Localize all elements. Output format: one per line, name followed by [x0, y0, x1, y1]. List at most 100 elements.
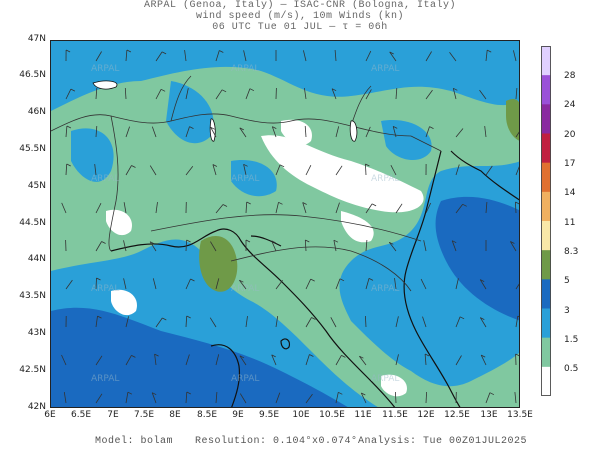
wind-barb-flag — [371, 203, 377, 207]
wind-barb — [515, 131, 519, 138]
wind-barb — [515, 316, 519, 328]
wind-barb-flag — [149, 241, 155, 245]
wind-barb — [154, 354, 157, 366]
lon-label: 11.5E — [382, 410, 408, 420]
lake-geneva — [92, 80, 118, 90]
wind-barb — [335, 165, 343, 176]
lon-label: 13E — [480, 410, 498, 420]
colorbar-label: 17 — [564, 159, 576, 169]
wind-barb — [305, 317, 312, 328]
wind-barb — [275, 202, 279, 214]
wind-barb — [365, 278, 370, 290]
colorbar-label: 20 — [564, 130, 576, 140]
wind-barb-flag — [186, 391, 191, 395]
colorbar-label: 0.5 — [564, 364, 579, 374]
wind-barb — [155, 51, 163, 62]
lat-label: 45N — [27, 181, 46, 191]
wind-barb — [239, 279, 247, 290]
wind-barb — [155, 89, 162, 100]
wind-barb — [155, 317, 163, 328]
wind-barb — [123, 278, 127, 290]
footer-resolution: Resolution: 0.104°x0.074° — [195, 436, 358, 447]
wind-barb — [95, 51, 102, 62]
wind-barb — [479, 279, 487, 290]
wind-barb — [243, 50, 247, 62]
wind-band-calm-west — [106, 209, 132, 236]
wind-barb — [215, 354, 220, 366]
wind-barb — [485, 392, 491, 404]
wind-barb — [95, 355, 103, 366]
watermark-6: ARPAL — [371, 174, 399, 184]
wind-barb-flag — [271, 354, 276, 358]
wind-band-5-8.3-ligurian — [199, 236, 238, 292]
wind-barb — [422, 316, 427, 328]
wind-barb — [510, 241, 517, 252]
wind-barb — [215, 278, 220, 290]
wind-barb — [420, 278, 427, 290]
wind-barb — [395, 316, 399, 328]
wind-barb — [185, 391, 188, 404]
wind-map: ARPAL ARPAL ARPAL ARPAL ARPAL ARPAL ARPA… — [50, 40, 520, 408]
wind-barb — [63, 392, 67, 404]
wind-barb — [210, 127, 217, 138]
wind-barb — [425, 391, 427, 404]
wind-barb — [392, 126, 397, 138]
lon-label: 9.5E — [259, 410, 279, 420]
colorbar-swatch — [541, 221, 551, 251]
wind-barb-flag — [126, 49, 132, 53]
wind-barb-flag — [65, 49, 71, 53]
wind-barb — [149, 165, 157, 176]
wind-barb-flag — [368, 278, 374, 281]
wind-barb-flag — [393, 126, 398, 129]
wind-barb — [155, 202, 158, 214]
wind-barb — [215, 391, 218, 404]
wind-barb-flag — [222, 204, 228, 207]
wind-barb — [125, 165, 132, 176]
wind-barb — [365, 163, 367, 176]
title-line-2: wind speed (m/s), 10m Winds (kn) — [195, 11, 405, 22]
wind-barb-flag — [245, 239, 251, 243]
wind-band-calm-south — [381, 374, 407, 397]
wind-barb-flag — [219, 50, 224, 53]
wind-barb-flag — [239, 127, 244, 131]
wind-barb-flag — [246, 201, 251, 205]
lat-label: 45.5N — [19, 144, 46, 154]
wind-band-calm-liguria — [111, 289, 137, 316]
wind-barb — [124, 87, 127, 100]
wind-barb — [304, 88, 307, 100]
wind-barb — [395, 391, 397, 404]
wind-barb — [485, 50, 488, 62]
wind-barb — [275, 316, 279, 328]
colorbar-swatch — [541, 250, 551, 280]
watermark-5: ARPAL — [231, 174, 259, 184]
lon-label: 9E — [232, 410, 244, 420]
wind-barb-flag — [271, 240, 276, 244]
colorbar — [541, 46, 551, 396]
wind-barb — [65, 125, 68, 138]
wind-band-5-8.3-east — [506, 99, 519, 141]
wind-barb-flag — [70, 88, 76, 92]
wind-barb-flag — [239, 355, 245, 359]
wind-patch-adriatic-south — [441, 290, 484, 335]
wind-barb — [484, 126, 487, 138]
wind-field-svg: ARPAL ARPAL ARPAL ARPAL ARPAL ARPAL ARPA… — [51, 41, 519, 407]
lat-label: 46N — [27, 107, 46, 117]
wind-barb — [95, 125, 98, 138]
wind-barb — [395, 87, 398, 100]
title-line-1: ARPAL (Genoa, Italy) — ISAC-CNR (Bologna… — [143, 0, 457, 11]
wind-barb — [152, 278, 157, 290]
colorbar-swatch — [541, 162, 551, 193]
watermark-8: ARPAL — [231, 284, 259, 294]
wind-barb — [275, 279, 283, 290]
wind-barb-flag — [453, 87, 458, 91]
wind-barb-flag — [309, 354, 314, 357]
wind-band-calm-alps — [281, 119, 312, 146]
lat-label: 43.5N — [19, 291, 46, 301]
wind-barb — [149, 241, 157, 252]
wind-barb — [123, 240, 127, 252]
wind-barb — [480, 354, 487, 366]
wind-barb — [185, 239, 187, 252]
wind-barb-flag — [243, 163, 248, 167]
wind-barb — [95, 277, 97, 290]
wind-barb-flag — [101, 241, 106, 244]
